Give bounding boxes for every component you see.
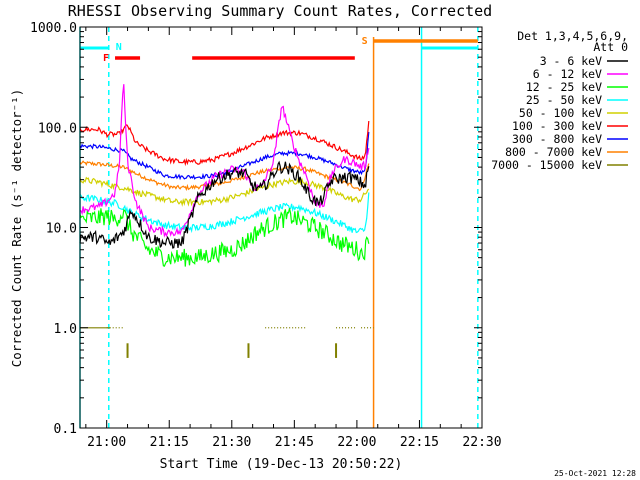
legend-entry-label: 6 - 12 keV (533, 67, 602, 81)
legend-entry-label: 100 - 300 keV (512, 119, 602, 133)
footer-timestamp: 25-Oct-2021 12:28 (554, 469, 636, 478)
legend-entry-label: 800 - 7000 keV (505, 145, 602, 159)
series-line (79, 120, 370, 167)
series-line (79, 176, 370, 207)
y-tick-label: 1000.0 (30, 21, 77, 36)
x-tick-label: 21:00 (87, 435, 126, 450)
y-tick-label: 10.0 (46, 222, 77, 237)
y-tick-label: 0.1 (54, 422, 77, 437)
y-tick-label: 1.0 (54, 322, 77, 337)
x-tick-label: 22:15 (400, 435, 439, 450)
legend-entry-label: 12 - 25 keV (526, 80, 602, 94)
legend-entry-label: 3 - 6 keV (540, 54, 602, 68)
legend-entry-label: 25 - 50 keV (526, 93, 602, 107)
y-axis: 1000.0 100.0 10.0 1.0 0.1 (30, 21, 482, 437)
legend-entry-label: 50 - 100 keV (519, 106, 602, 120)
chart-title: RHESSI Observing Summary Count Rates, Co… (68, 2, 492, 20)
flag-label: S (362, 36, 368, 47)
flag-label: F (103, 53, 109, 64)
legend-header-2: Att 0 (593, 40, 628, 54)
series-line (79, 192, 370, 234)
series-line (79, 131, 370, 181)
legend-entry-label: 7000 - 15000 keV (491, 158, 602, 172)
legend-entry-label: 300 - 800 keV (512, 132, 602, 146)
y-axis-label: Corrected Count Rate (s⁻¹ detector⁻¹) (9, 89, 24, 367)
x-tick-label: 22:30 (462, 435, 501, 450)
series-line (79, 160, 370, 249)
x-axis-label: Start Time (19-Dec-13 20:50:22) (160, 457, 403, 472)
x-tick-label: 21:15 (150, 435, 189, 450)
flag-label: N (116, 42, 122, 53)
series-line (79, 84, 370, 238)
x-tick-label: 22:00 (337, 435, 376, 450)
series-line (79, 208, 370, 267)
y-tick-label: 100.0 (38, 121, 77, 136)
plot-area: NF S (79, 27, 479, 428)
legend-header-1: Det 1,3,4,5,6,9, (517, 29, 628, 43)
x-tick-label: 21:45 (275, 435, 314, 450)
x-tick-label: 21:30 (212, 435, 251, 450)
x-axis: 21:00 21:15 21:30 21:45 22:00 22:15 22:30 (85, 27, 502, 450)
